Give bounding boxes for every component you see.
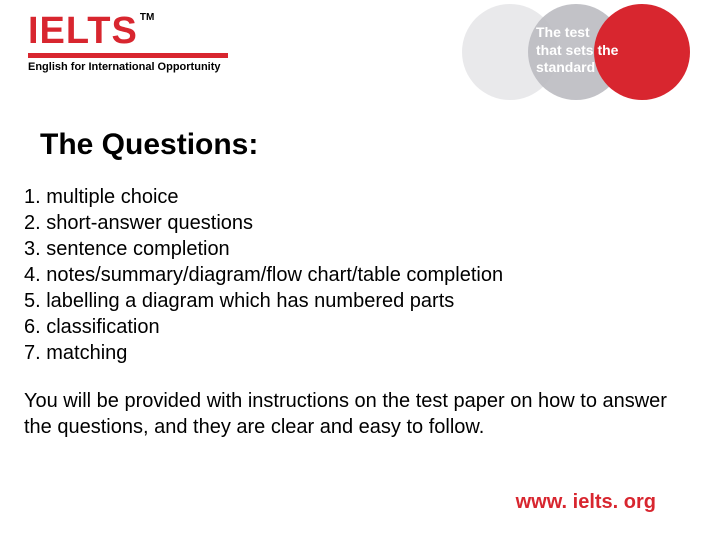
logo-bar xyxy=(28,53,228,58)
logo-tm: TM xyxy=(140,12,154,23)
tagline-line-1: The test xyxy=(536,24,618,42)
slide-title: The Questions: xyxy=(40,128,720,162)
list-item: 3. sentence completion xyxy=(24,236,720,262)
website-url: www. ielts. org xyxy=(516,491,656,514)
list-item: 4. notes/summary/diagram/flow chart/tabl… xyxy=(24,262,720,288)
logo-text: IELTS xyxy=(28,10,138,52)
brand-circles: The test that sets the standard xyxy=(462,4,692,104)
list-item: 6. classification xyxy=(24,314,720,340)
question-type-list: 1. multiple choice 2. short-answer quest… xyxy=(24,184,720,366)
logo-subtitle: English for International Opportunity xyxy=(28,61,228,73)
tagline-line-3: standard xyxy=(536,59,618,77)
list-item: 2. short-answer questions xyxy=(24,210,720,236)
instruction-note: You will be provided with instructions o… xyxy=(24,388,696,440)
tagline: The test that sets the standard xyxy=(536,24,618,77)
tagline-line-2: that sets the xyxy=(536,42,618,60)
header: IELTSTM English for International Opport… xyxy=(0,0,720,100)
logo: IELTSTM English for International Opport… xyxy=(28,12,228,73)
list-item: 7. matching xyxy=(24,340,720,366)
list-item: 1. multiple choice xyxy=(24,184,720,210)
list-item: 5. labelling a diagram which has numbere… xyxy=(24,288,720,314)
